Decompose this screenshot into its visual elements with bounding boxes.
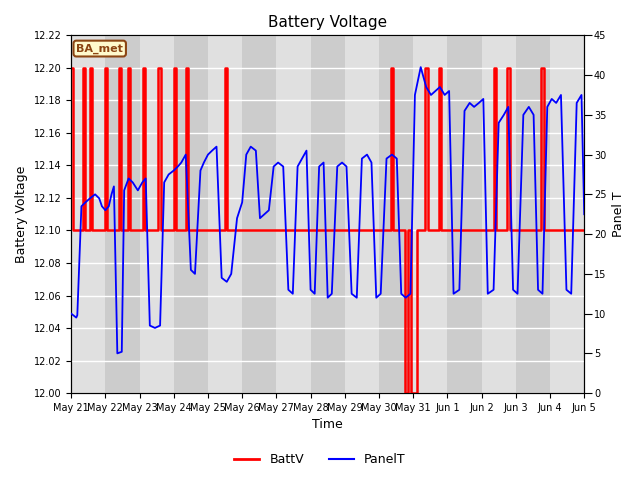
Bar [482,36,516,393]
Text: BA_met: BA_met [76,43,123,54]
Bar [447,36,482,393]
Bar [140,36,174,393]
X-axis label: Time: Time [312,419,343,432]
Bar [174,36,208,393]
Bar [345,36,379,393]
Y-axis label: Panel T: Panel T [612,192,625,237]
Bar [106,36,140,393]
Y-axis label: Battery Voltage: Battery Voltage [15,166,28,263]
Bar [242,36,276,393]
Bar [379,36,413,393]
Bar [310,36,345,393]
Title: Battery Voltage: Battery Voltage [268,15,387,30]
Bar [208,36,242,393]
Bar [516,36,550,393]
Legend: BattV, PanelT: BattV, PanelT [229,448,411,471]
Bar [413,36,447,393]
Bar [276,36,310,393]
Bar [71,36,106,393]
Bar [550,36,584,393]
